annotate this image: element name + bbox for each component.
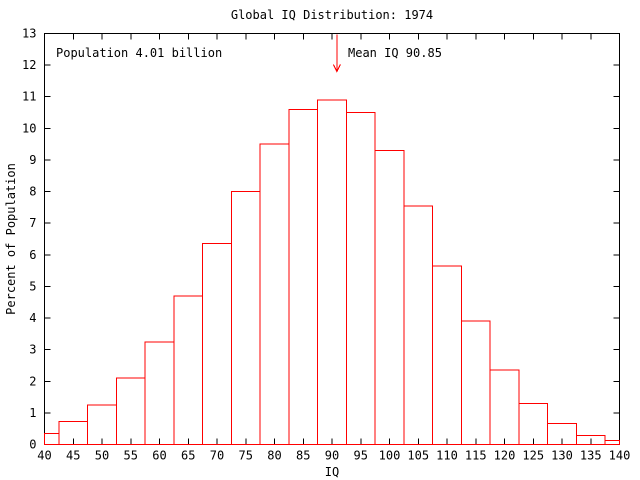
y-tick-label: 6 bbox=[29, 248, 36, 262]
x-tick-label: 65 bbox=[181, 449, 195, 463]
x-tick-label: 60 bbox=[152, 449, 166, 463]
histogram-bar bbox=[604, 439, 620, 446]
histogram-bar bbox=[403, 205, 434, 445]
histogram-bar bbox=[173, 295, 204, 445]
histogram-bar bbox=[547, 423, 577, 446]
x-tick-label: 45 bbox=[66, 449, 80, 463]
y-tick-label: 0 bbox=[29, 438, 36, 452]
x-tick-label: 90 bbox=[325, 449, 339, 463]
y-axis-title: Percent of Population bbox=[4, 163, 18, 315]
y-tick-label: 3 bbox=[29, 343, 36, 357]
x-tick-label: 100 bbox=[379, 449, 401, 463]
histogram-bar bbox=[432, 265, 462, 445]
x-tick-label: 125 bbox=[522, 449, 544, 463]
y-tick-label: 9 bbox=[29, 153, 36, 167]
histogram-bar bbox=[374, 149, 405, 445]
x-tick-label: 70 bbox=[210, 449, 224, 463]
mean-annotation: Mean IQ 90.85 bbox=[348, 46, 442, 60]
y-tick-label: 13 bbox=[22, 27, 36, 41]
population-annotation: Population 4.01 billion bbox=[56, 46, 223, 60]
x-tick-label: 120 bbox=[494, 449, 516, 463]
histogram-bar bbox=[317, 99, 347, 446]
x-tick-label: 140 bbox=[609, 449, 631, 463]
x-tick-label: 75 bbox=[239, 449, 253, 463]
x-tick-label: 50 bbox=[95, 449, 109, 463]
x-tick-label: 115 bbox=[465, 449, 487, 463]
x-tick-label: 95 bbox=[354, 449, 368, 463]
y-tick-label: 5 bbox=[29, 279, 36, 293]
histogram-bar bbox=[202, 243, 232, 445]
y-tick-label: 2 bbox=[29, 374, 36, 388]
x-tick-label: 135 bbox=[580, 449, 602, 463]
y-tick-label: 11 bbox=[22, 90, 36, 104]
histogram-bar bbox=[230, 191, 261, 445]
histogram-bar bbox=[489, 369, 520, 446]
y-tick-label: 7 bbox=[29, 216, 36, 230]
y-tick-label: 4 bbox=[29, 311, 36, 325]
y-tick-label: 8 bbox=[29, 185, 36, 199]
y-tick-label: 10 bbox=[22, 121, 36, 135]
histogram-bar bbox=[259, 143, 290, 445]
plot-border bbox=[44, 33, 620, 445]
x-tick-label: 55 bbox=[124, 449, 138, 463]
histogram-bar bbox=[518, 402, 549, 445]
y-tick-label: 1 bbox=[29, 406, 36, 420]
x-tick-label: 130 bbox=[551, 449, 573, 463]
x-tick-label: 80 bbox=[267, 449, 281, 463]
histogram-bar bbox=[115, 377, 146, 446]
mean-arrow-head bbox=[332, 64, 341, 73]
histogram-bar bbox=[44, 432, 60, 445]
x-axis-title: IQ bbox=[324, 465, 340, 479]
y-tick-label: 12 bbox=[22, 58, 36, 72]
chart-title: Global IQ Distribution: 1974 bbox=[230, 8, 434, 22]
x-tick-label: 110 bbox=[436, 449, 458, 463]
x-tick-label: 85 bbox=[296, 449, 310, 463]
histogram-bar bbox=[144, 341, 175, 445]
x-tick-label: 40 bbox=[37, 449, 51, 463]
x-tick-label: 105 bbox=[407, 449, 429, 463]
histogram-bar bbox=[460, 320, 491, 446]
histogram-bar bbox=[288, 108, 319, 445]
histogram-bar bbox=[345, 112, 376, 446]
